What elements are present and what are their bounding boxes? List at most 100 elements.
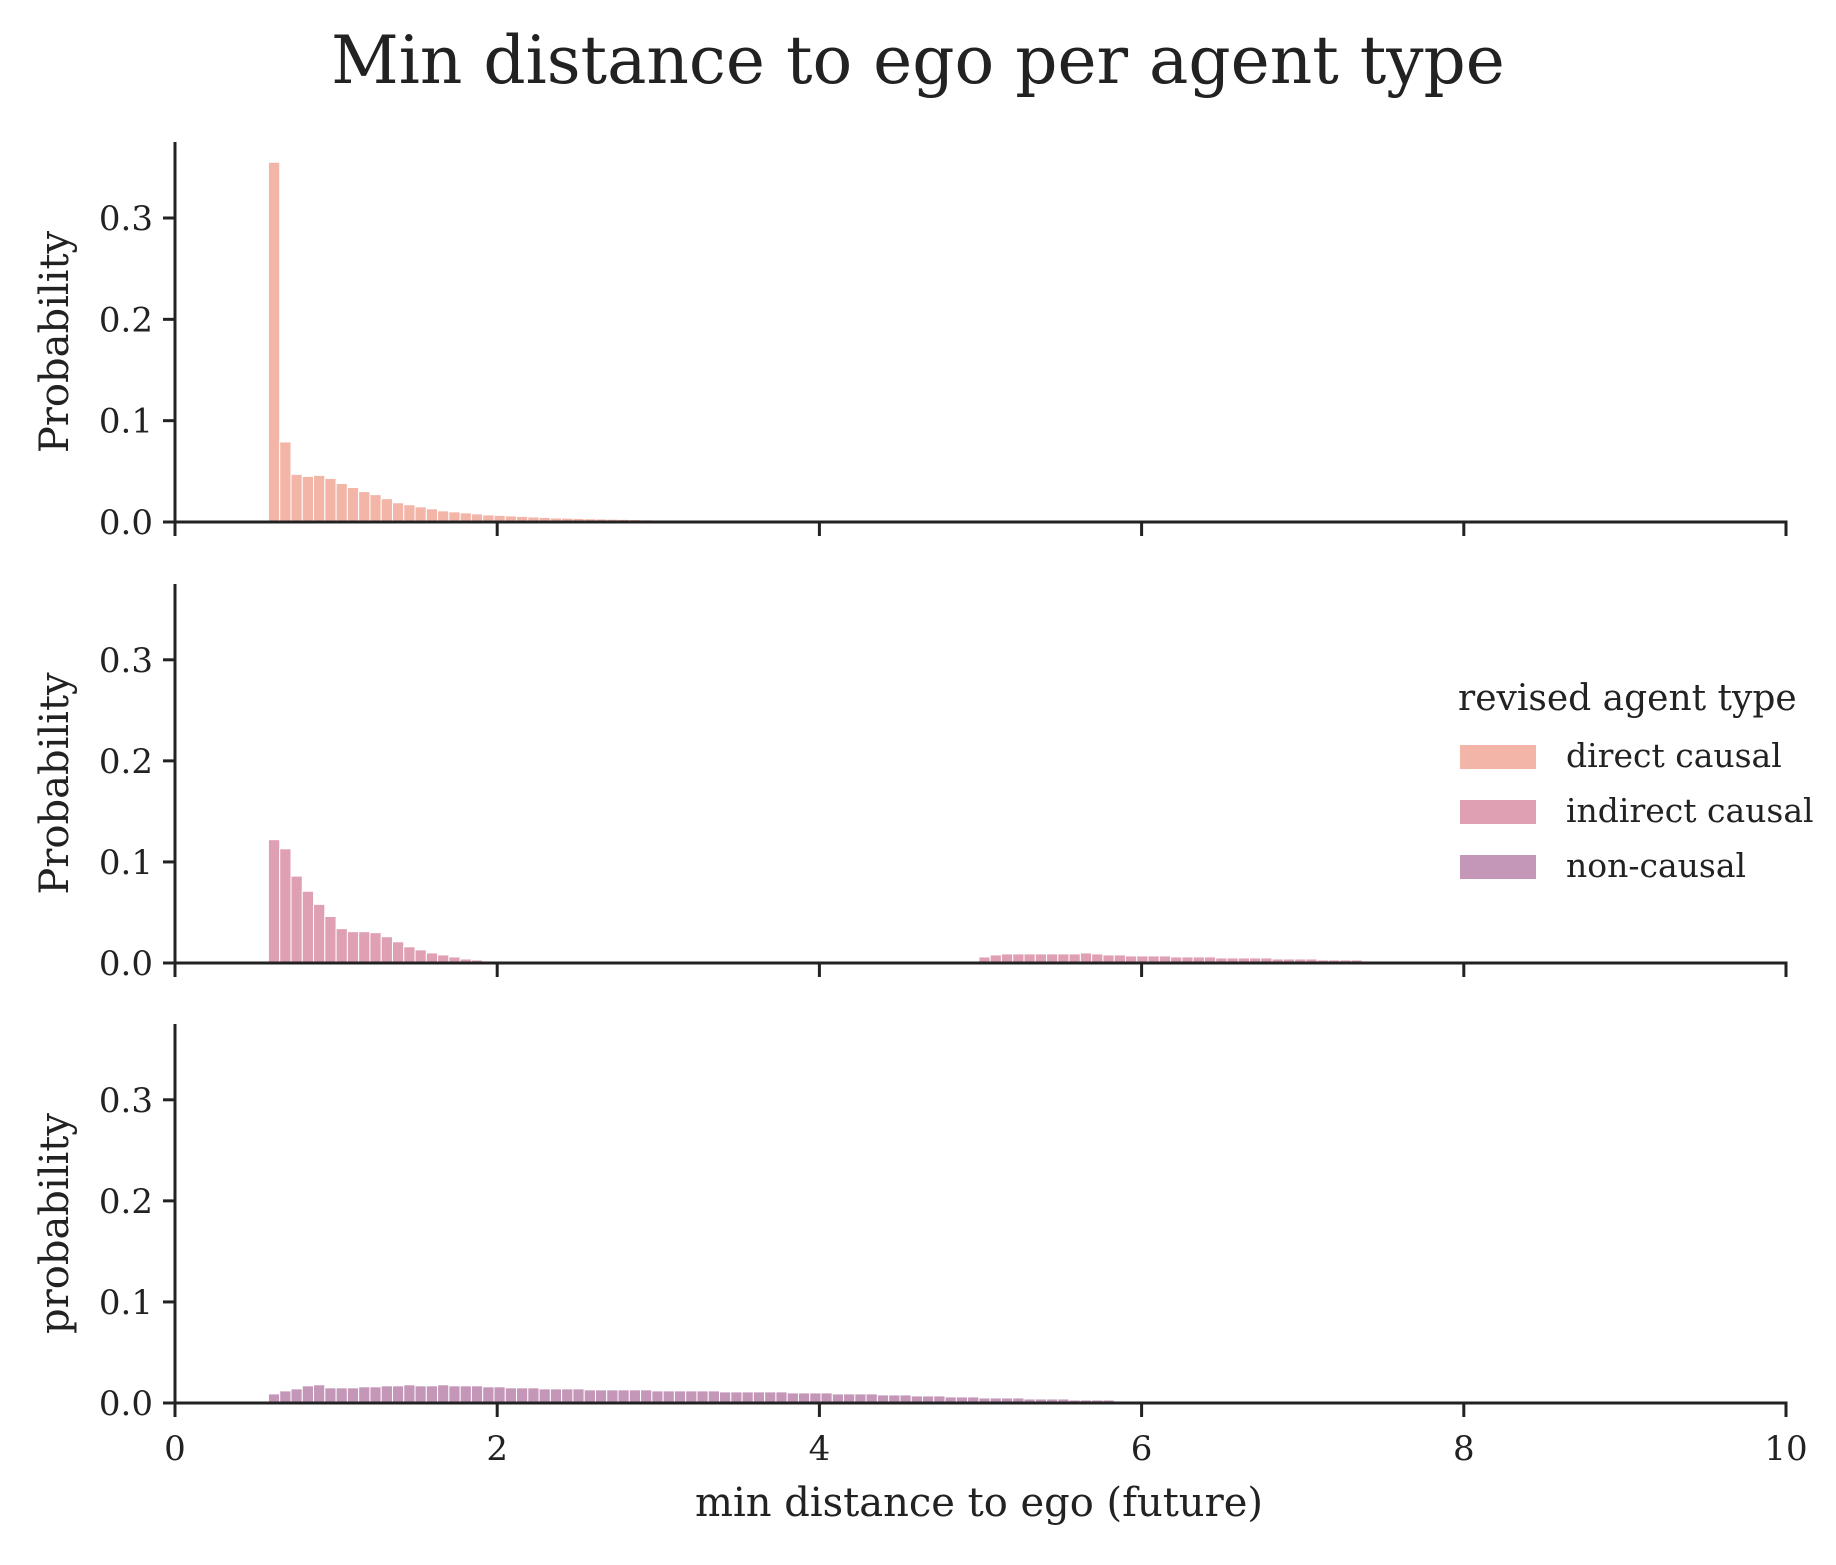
histogram-bar xyxy=(662,1390,675,1404)
histogram-bar xyxy=(583,1389,596,1404)
histogram-bar xyxy=(493,1386,506,1404)
panel-2: 0.0 0.1 0.2 0.3 Probability xyxy=(32,584,1788,984)
histogram-bar xyxy=(346,1387,360,1404)
histogram-bar xyxy=(380,936,393,964)
histogram-bar xyxy=(391,1385,405,1404)
histogram-bar xyxy=(504,1387,518,1404)
histogram-bar xyxy=(301,1385,315,1404)
histogram-bar xyxy=(628,1389,642,1404)
histogram-bar xyxy=(640,1389,653,1404)
x-tick-label: 6 xyxy=(1131,1429,1153,1469)
histogram-bar xyxy=(414,506,427,523)
chart-title: Min distance to ego per agent type xyxy=(331,22,1505,99)
histogram-bar xyxy=(437,510,450,523)
histogram-bar xyxy=(403,1384,416,1404)
x-tick-label: 0 xyxy=(164,1429,186,1469)
legend: revised agent type direct causal indirect… xyxy=(1458,678,1814,885)
histogram-bar xyxy=(313,474,326,523)
x-tick-label: 4 xyxy=(809,1429,831,1469)
histogram-bar xyxy=(358,1386,371,1404)
histogram-bar xyxy=(707,1390,721,1404)
histogram-bar xyxy=(335,482,348,523)
histogram-bar xyxy=(267,161,281,523)
x-tick-label: 8 xyxy=(1453,1429,1475,1469)
histogram-bar xyxy=(561,1388,574,1404)
histogram-bar xyxy=(719,1391,732,1404)
histogram-bar xyxy=(290,1388,303,1404)
histogram-bar xyxy=(279,1390,292,1404)
histogram-bar xyxy=(290,473,303,523)
histogram-bar xyxy=(516,1387,529,1404)
y-tick-label: 0.2 xyxy=(99,300,153,340)
histogram-bar xyxy=(786,1392,799,1404)
histogram-bar xyxy=(369,1386,382,1404)
histogram-bar xyxy=(301,890,315,964)
y-tick-label: 0.0 xyxy=(99,944,153,984)
histogram-bar xyxy=(673,1390,687,1404)
histogram-bar xyxy=(279,848,292,964)
x-tick-label: 2 xyxy=(486,1429,508,1469)
panel-1: 0.0 0.1 0.2 0.3 Probability xyxy=(32,142,1788,543)
histogram-bar xyxy=(313,1384,326,1404)
histogram-bar xyxy=(470,1385,484,1404)
histogram-bar xyxy=(414,1385,427,1404)
histogram-bar xyxy=(448,511,461,523)
x-tick-label: 10 xyxy=(1764,1429,1807,1469)
histogram-bar xyxy=(346,931,360,964)
histogram-bar xyxy=(459,1385,472,1404)
x-axis-label: min distance to ego (future) xyxy=(695,1480,1263,1526)
histogram-bar xyxy=(301,475,315,523)
histogram-bar xyxy=(594,1389,608,1404)
histogram-bar xyxy=(403,946,416,964)
histogram-bar xyxy=(797,1392,811,1404)
histogram-bar xyxy=(324,916,337,964)
histogram-bar xyxy=(425,508,439,523)
histogram-bar xyxy=(651,1390,664,1404)
histogram-bar xyxy=(391,502,405,523)
legend-entry-label: direct causal xyxy=(1566,736,1782,775)
histogram-bar xyxy=(730,1391,743,1404)
histogram-bar xyxy=(572,1388,585,1404)
histogram-bar xyxy=(775,1391,788,1404)
histogram-bar xyxy=(764,1391,777,1404)
histogram-bar xyxy=(380,498,393,523)
histogram-bar xyxy=(425,952,439,964)
histogram-bar xyxy=(414,949,427,964)
histogram-bar xyxy=(369,932,382,964)
histogram-bar xyxy=(403,504,416,523)
histogram-bar xyxy=(448,1385,461,1404)
histogram-bar xyxy=(290,875,303,964)
histogram-bar xyxy=(335,1387,348,1404)
legend-entry-label: non-causal xyxy=(1566,846,1746,885)
histogram-bar xyxy=(809,1392,822,1404)
histogram-bar xyxy=(741,1391,754,1404)
histogram-bar xyxy=(279,441,292,523)
y-tick-label: 0.1 xyxy=(99,402,153,442)
histogram-bar xyxy=(335,928,348,964)
panels: 0.0 0.1 0.2 0.3 Probability 0.0 0.1 0.2 0.3 Proba… xyxy=(32,142,1808,1469)
y-axis-label: Probability xyxy=(32,230,78,453)
y-tick-label: 0.3 xyxy=(99,199,153,239)
histogram-bar xyxy=(685,1390,698,1404)
histogram-bar xyxy=(346,487,360,523)
histogram-bar xyxy=(1079,952,1093,964)
histogram-bar xyxy=(380,1385,393,1404)
y-tick-label: 0.2 xyxy=(99,1182,153,1222)
histogram-bar xyxy=(358,491,371,523)
histogram-bar xyxy=(527,1387,540,1404)
histogram-bar xyxy=(538,1388,551,1404)
y-tick-label: 0.0 xyxy=(99,1384,153,1424)
y-tick-label: 0.0 xyxy=(99,503,153,543)
panel-3: 0.0 0.1 0.2 0.3 0 2 4 6 8 10 probability xyxy=(32,1024,1808,1469)
histogram-bar xyxy=(425,1385,439,1404)
histogram-bar xyxy=(696,1390,709,1404)
histogram-bar xyxy=(391,941,405,964)
histogram-bar xyxy=(606,1389,619,1404)
y-tick-label: 0.3 xyxy=(99,641,153,681)
histogram-bar xyxy=(324,1387,337,1404)
histogram-bar xyxy=(482,1386,495,1404)
histogram-bar xyxy=(437,1384,450,1404)
histogram-bar xyxy=(313,903,326,964)
